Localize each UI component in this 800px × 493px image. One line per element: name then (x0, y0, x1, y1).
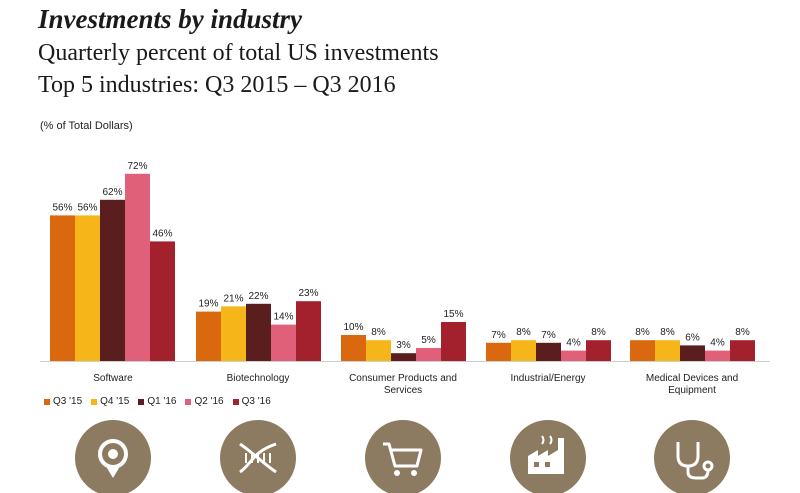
category-label: Software (93, 373, 133, 384)
legend-swatch (44, 398, 50, 405)
legend-swatch (185, 398, 192, 405)
data-label: 3% (396, 340, 411, 351)
bar (271, 324, 296, 361)
legend-item: Q3 '15 (44, 396, 82, 407)
category-label: Consumer Products and (349, 373, 457, 384)
category-label: Services (384, 385, 422, 396)
bar (511, 340, 536, 361)
legend-label: Q4 '15 (100, 396, 130, 407)
data-label: 72% (127, 161, 147, 172)
data-label: 8% (591, 327, 606, 338)
bar (366, 340, 391, 361)
bar (125, 173, 150, 361)
data-label: 14% (273, 312, 293, 323)
data-label: 5% (421, 335, 436, 346)
bar (246, 303, 271, 361)
legend-item: Q2 '16 (185, 396, 224, 407)
data-label: 4% (710, 338, 725, 349)
bar (680, 345, 705, 361)
data-label: 56% (77, 202, 97, 213)
data-label: 22% (248, 291, 268, 302)
bar (391, 353, 416, 361)
bar (196, 311, 221, 361)
bar (536, 342, 561, 361)
shopping-cart-icon (365, 420, 441, 493)
bar (416, 348, 441, 361)
legend-label: Q1 '16 (147, 396, 177, 407)
bar (655, 340, 680, 361)
data-label: 10% (343, 322, 363, 333)
bar (730, 340, 755, 361)
data-label: 4% (566, 338, 581, 349)
bar (630, 340, 655, 361)
legend-item: Q1 '16 (138, 396, 176, 407)
dna-icon (220, 420, 296, 493)
data-label: 15% (443, 309, 463, 320)
bar (150, 241, 175, 361)
category-label: Biotechnology (227, 373, 290, 384)
legend-swatch (138, 398, 145, 405)
data-label: 8% (516, 327, 531, 338)
legend-label: Q3 '16 (241, 396, 271, 407)
bar (75, 215, 100, 361)
factory-icon (510, 420, 586, 493)
bar (441, 322, 466, 361)
stethoscope-icon (654, 420, 730, 493)
data-label: 21% (223, 293, 243, 304)
legend-label: Q3 '15 (53, 396, 83, 407)
data-label: 46% (152, 228, 172, 239)
legend-label: Q2 '16 (194, 396, 224, 407)
bar (100, 199, 125, 361)
data-label: 8% (371, 327, 386, 338)
bar (486, 342, 511, 361)
bar (296, 301, 321, 361)
bar (221, 306, 246, 361)
chart-legend: Q3 '15 Q4 '15 Q1 '16 Q2 '16 Q3 '16 (44, 396, 271, 407)
y-axis-unit-label: (% of Total Dollars) (40, 120, 133, 132)
bar (561, 350, 586, 361)
chart-title: Investments by industry (38, 4, 303, 34)
bar (586, 340, 611, 361)
legend-swatch (91, 398, 98, 405)
data-label: 6% (685, 332, 700, 343)
legend-item: Q4 '15 (91, 396, 129, 407)
medal-icon (75, 420, 151, 493)
data-label: 8% (660, 327, 675, 338)
legend-swatch (232, 398, 239, 405)
data-label: 19% (198, 299, 218, 310)
category-label: Equipment (668, 385, 716, 396)
category-label: Industrial/Energy (510, 373, 585, 384)
data-label: 23% (298, 288, 318, 299)
bar (341, 335, 366, 361)
data-label: 7% (491, 330, 506, 341)
chart-subtitle: Quarterly percent of total US investment… (38, 40, 439, 66)
chart-subtitle-period: Top 5 industries: Q3 2015 – Q3 2016 (38, 72, 396, 98)
data-label: 7% (541, 330, 556, 341)
bar (50, 215, 75, 361)
data-label: 8% (635, 327, 650, 338)
bar (705, 350, 730, 361)
category-label: Medical Devices and (646, 373, 738, 384)
legend-item: Q3 '16 (232, 396, 271, 407)
data-label: 62% (102, 187, 122, 198)
data-label: 8% (735, 327, 750, 338)
data-label: 56% (52, 202, 72, 213)
